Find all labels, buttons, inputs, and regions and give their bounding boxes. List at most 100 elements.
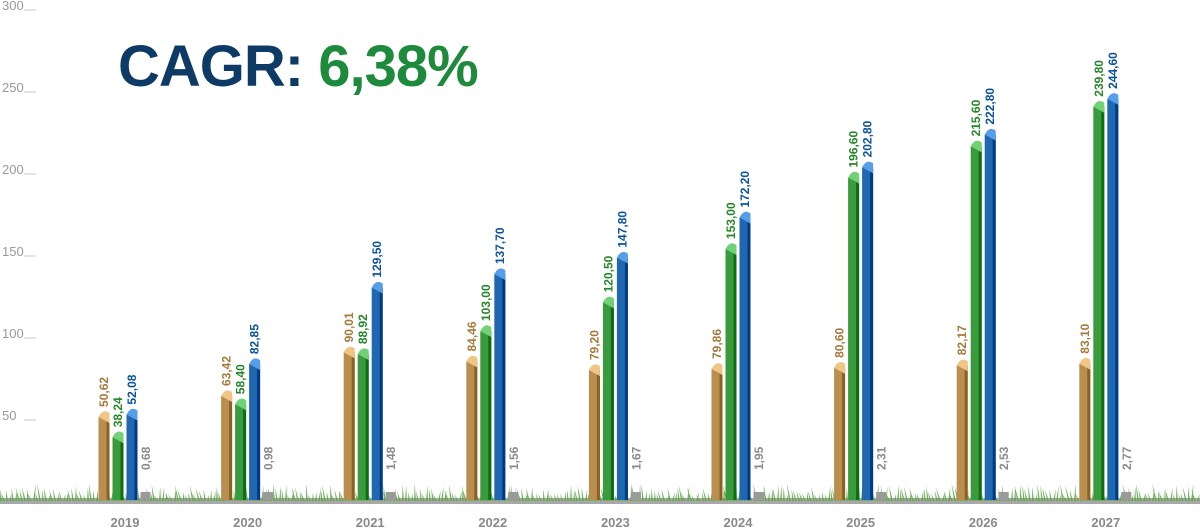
value-label: 52,08 bbox=[125, 374, 139, 404]
bar-tip bbox=[480, 325, 492, 338]
value-label: 0,68 bbox=[139, 446, 153, 470]
x-tick-label: 2019 bbox=[111, 515, 140, 530]
bar-shadow bbox=[379, 287, 383, 500]
bar-tip bbox=[956, 359, 968, 372]
x-tick-label: 2025 bbox=[846, 515, 875, 530]
bar bbox=[862, 167, 874, 500]
bar-group: 82,17 215,60 222,80 2,53 2026 bbox=[955, 88, 1011, 530]
bar-tip bbox=[357, 348, 369, 361]
value-label: 88,92 bbox=[356, 314, 370, 344]
bar bbox=[711, 369, 723, 500]
bar-shadow bbox=[1087, 363, 1091, 500]
bar bbox=[1093, 106, 1105, 500]
bar-tip bbox=[616, 251, 628, 264]
bar bbox=[876, 492, 887, 500]
bar-shadow bbox=[596, 370, 600, 500]
value-label: 244,60 bbox=[1106, 52, 1120, 89]
bar-tip bbox=[112, 431, 124, 444]
bar bbox=[956, 365, 968, 500]
cagr-headline: CAGR: 6,38% bbox=[118, 38, 479, 96]
y-tick-label: 250 bbox=[2, 80, 24, 95]
bar bbox=[140, 492, 151, 500]
bar bbox=[848, 177, 860, 501]
bar-shadow bbox=[229, 395, 233, 500]
bar bbox=[1121, 492, 1132, 500]
bar bbox=[98, 416, 110, 500]
bar bbox=[235, 404, 247, 500]
bar-tip bbox=[371, 281, 383, 294]
bar bbox=[588, 370, 600, 500]
bar-shadow bbox=[106, 416, 110, 500]
bar-tip bbox=[126, 408, 138, 421]
y-tick-label: 100 bbox=[2, 326, 24, 341]
value-label: 1,95 bbox=[752, 446, 766, 470]
value-label: 2,77 bbox=[1120, 446, 1134, 470]
bar-shadow bbox=[134, 414, 138, 500]
bar-tip bbox=[494, 268, 506, 281]
value-label: 90,01 bbox=[342, 312, 356, 342]
bar bbox=[1107, 98, 1119, 500]
value-label: 2,31 bbox=[875, 446, 889, 470]
bar bbox=[126, 414, 138, 500]
bar-shadow bbox=[978, 146, 982, 500]
bar bbox=[112, 437, 124, 500]
bar bbox=[221, 395, 233, 500]
value-label: 84,46 bbox=[465, 321, 479, 351]
bar bbox=[480, 331, 492, 500]
bar-tip bbox=[98, 411, 110, 423]
bar-tip bbox=[221, 390, 233, 402]
value-label: 222,80 bbox=[983, 88, 997, 125]
bar-shadow bbox=[1115, 98, 1119, 500]
bar-tip bbox=[1107, 93, 1119, 105]
value-label: 239,80 bbox=[1092, 60, 1106, 97]
y-axis: 300 250 200 150 100 50 bbox=[2, 0, 36, 423]
bar bbox=[508, 492, 519, 500]
bar-tip bbox=[848, 171, 860, 184]
bar bbox=[753, 492, 764, 500]
bar bbox=[616, 257, 628, 500]
value-label: 80,60 bbox=[833, 327, 847, 357]
bar-shadow bbox=[856, 177, 860, 501]
bar-tip bbox=[602, 296, 614, 309]
bar-tip bbox=[834, 362, 846, 374]
x-tick-label: 2027 bbox=[1091, 515, 1120, 530]
bar-tip bbox=[862, 161, 874, 174]
value-label: 147,80 bbox=[615, 211, 629, 248]
value-label: 82,85 bbox=[248, 324, 262, 354]
bar-shadow bbox=[719, 369, 723, 500]
bar bbox=[249, 364, 261, 500]
bar-tip bbox=[739, 211, 751, 224]
bar-shadow bbox=[474, 361, 478, 500]
bar-tip bbox=[1079, 357, 1091, 370]
value-label: 202,80 bbox=[861, 120, 875, 157]
bar-shadow bbox=[842, 367, 846, 500]
bar bbox=[739, 217, 751, 501]
value-label: 79,86 bbox=[710, 329, 724, 359]
value-label: 196,60 bbox=[847, 131, 861, 168]
bar bbox=[725, 249, 737, 500]
value-label: 1,56 bbox=[507, 446, 521, 470]
value-label: 50,62 bbox=[97, 377, 111, 407]
value-label: 1,48 bbox=[384, 446, 398, 470]
value-label: 38,24 bbox=[111, 397, 125, 427]
bar-tip bbox=[249, 358, 261, 371]
bar bbox=[494, 274, 506, 500]
bar-shadow bbox=[488, 331, 492, 500]
bar-tip bbox=[235, 398, 247, 411]
value-label: 120,50 bbox=[601, 255, 615, 292]
bar-group: 83,10 239,80 244,60 2,77 2027 bbox=[1078, 52, 1134, 530]
bar-shadow bbox=[624, 257, 628, 500]
value-label: 103,00 bbox=[479, 284, 493, 321]
bar bbox=[263, 492, 274, 500]
value-label: 2,53 bbox=[997, 446, 1011, 470]
bar-tip bbox=[1093, 100, 1105, 113]
bar bbox=[343, 352, 355, 500]
bar-shadow bbox=[502, 274, 506, 500]
bar-shadow bbox=[120, 437, 124, 500]
bar-shadow bbox=[257, 364, 261, 500]
x-tick-label: 2023 bbox=[601, 515, 630, 530]
